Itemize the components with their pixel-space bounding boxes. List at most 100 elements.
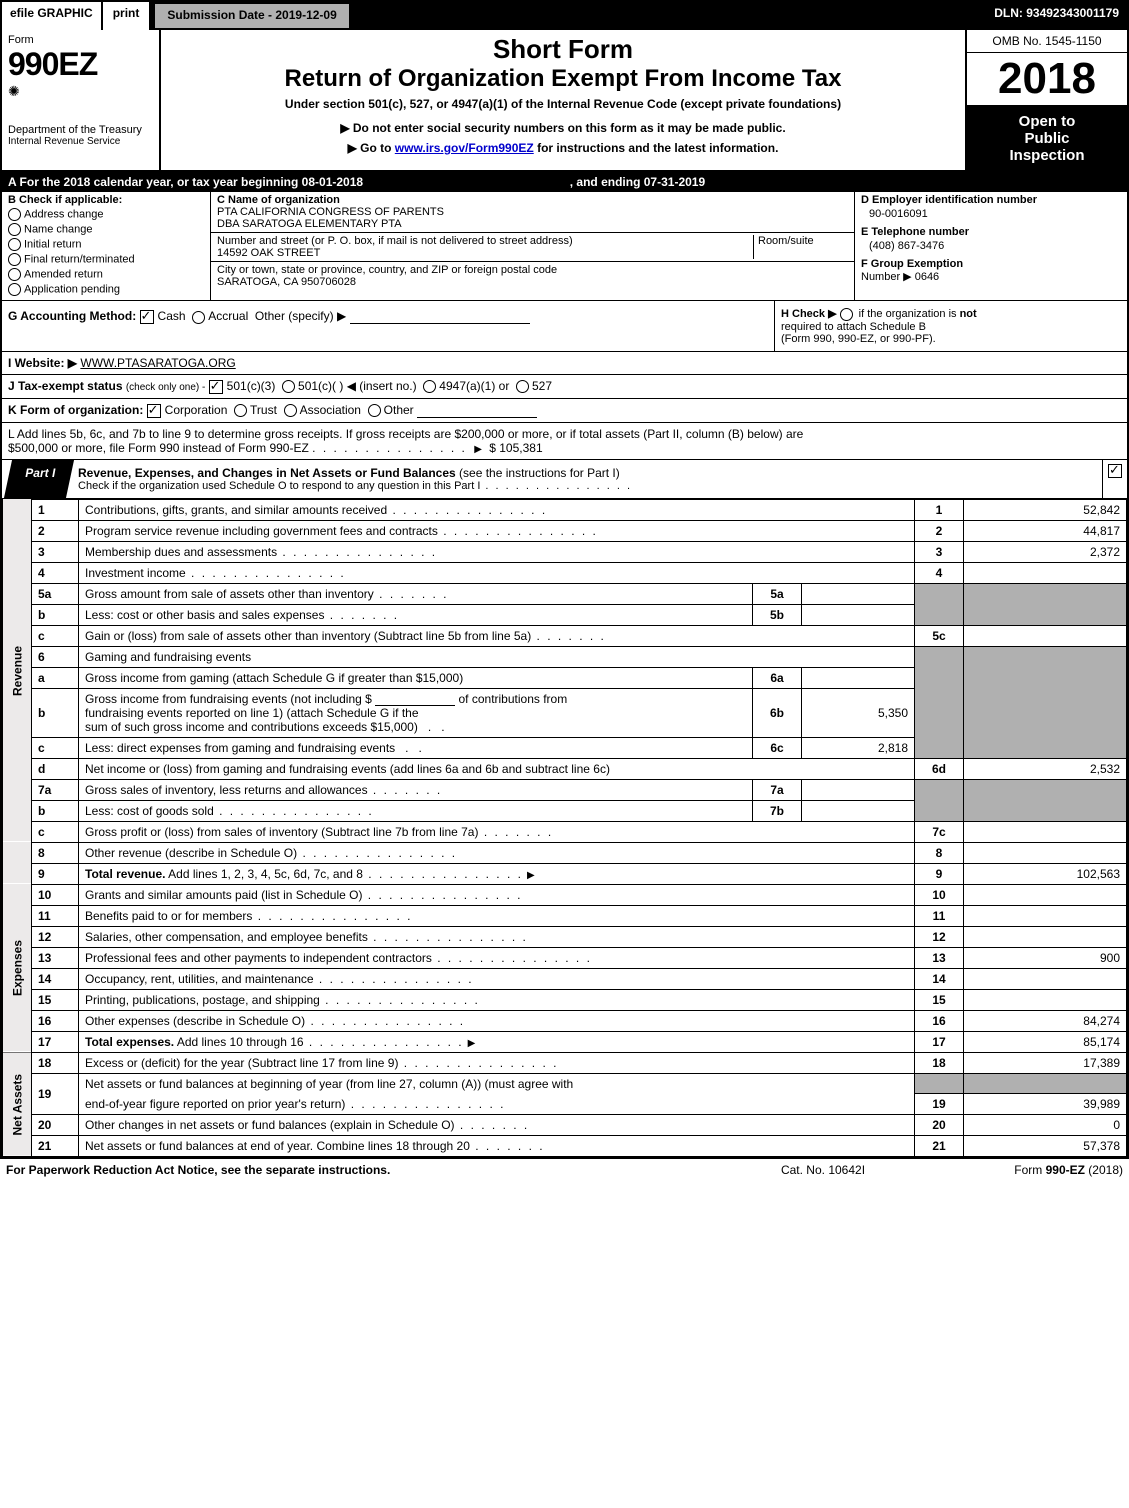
part1-note: (see the instructions for Part I) [459, 466, 620, 480]
header-left: Form 990EZ ✺ Department of the Treasury … [2, 30, 161, 170]
street-label: Number and street (or P. O. box, if mail… [217, 235, 573, 247]
dln-label: DLN: 93492343001179 [986, 2, 1127, 30]
l-text-2: $500,000 or more, file Form 990 instead … [8, 441, 309, 455]
form-number: 990EZ [8, 46, 153, 83]
footer-left: For Paperwork Reduction Act Notice, see … [6, 1163, 723, 1177]
line-amount: 44,817 [964, 520, 1127, 541]
line-desc: Net assets or fund balances at end of ye… [85, 1139, 470, 1153]
chk-name-change[interactable]: Name change [8, 223, 204, 236]
line-desc-bold: Total revenue. [85, 867, 165, 881]
line-desc-2: of contributions from [459, 692, 568, 706]
chk-h[interactable] [840, 308, 853, 321]
chk-final-return[interactable]: Final return/terminated [8, 253, 204, 266]
h-text-2: required to attach Schedule B [781, 321, 926, 333]
line-ref: 12 [915, 926, 964, 947]
j-opt1: 501(c)(3) [227, 379, 276, 393]
line-num: 2 [32, 520, 79, 541]
k-opt-0: Corporation [165, 403, 228, 417]
other-org-input[interactable] [417, 405, 537, 418]
part1-checkbox[interactable] [1102, 460, 1127, 498]
part-1-tab: Part I [4, 460, 74, 498]
line-desc: Other revenue (describe in Schedule O) [85, 846, 297, 860]
chk-label: Initial return [24, 239, 81, 251]
i-label: I Website: ▶ [8, 356, 77, 370]
other-label: Other (specify) ▶ [255, 309, 346, 323]
mini-value [802, 604, 915, 625]
chk-amended-return[interactable]: Amended return [8, 268, 204, 281]
chk-501c3[interactable] [209, 380, 223, 394]
efile-label: efile GRAPHIC [2, 2, 101, 30]
row-h: H Check ▶ if the organization is not req… [774, 301, 1127, 351]
shade-cell [915, 1073, 964, 1094]
line-num: c [32, 625, 79, 646]
line-amount: 85,174 [964, 1031, 1127, 1052]
chk-accrual[interactable] [192, 311, 205, 324]
line-ref: 14 [915, 968, 964, 989]
line-ref: 17 [915, 1031, 964, 1052]
chk-corporation[interactable] [147, 404, 161, 418]
line-desc: Gross sales of inventory, less returns a… [85, 783, 368, 797]
h-text-1: if the organization is [859, 308, 960, 320]
chk-other-org[interactable] [368, 404, 381, 417]
line-amount: 2,532 [964, 758, 1127, 779]
section-b-header: B Check if applicable: [8, 194, 204, 206]
line-desc: Program service revenue including govern… [85, 524, 438, 538]
print-button[interactable]: print [101, 2, 150, 30]
chk-application-pending[interactable]: Application pending [8, 283, 204, 296]
line-amount [964, 905, 1127, 926]
line-desc: Add lines 1, 2, 3, 4, 5c, 6d, 7c, and 8 [168, 867, 363, 881]
row-a: A For the 2018 calendar year, or tax yea… [2, 172, 1127, 192]
line-num: 11 [32, 905, 79, 926]
h-not: not [960, 308, 977, 320]
chk-trust[interactable] [234, 404, 247, 417]
accrual-label: Accrual [208, 309, 248, 323]
other-specify-input[interactable] [350, 311, 530, 324]
submission-date: Submission Date - 2019-12-09 [153, 2, 350, 30]
form-title-1: Short Form [169, 34, 957, 65]
irs-link[interactable]: www.irs.gov/Form990EZ [395, 141, 534, 155]
chk-4947[interactable] [423, 380, 436, 393]
line-desc: Other expenses (describe in Schedule O) [85, 1014, 305, 1028]
line-ref: 13 [915, 947, 964, 968]
part1-check-text: Check if the organization used Schedule … [78, 480, 480, 492]
line-ref: 15 [915, 989, 964, 1010]
chk-association[interactable] [284, 404, 297, 417]
header-right: OMB No. 1545-1150 2018 Open to Public In… [967, 30, 1127, 170]
side-netassets: Net Assets [3, 1052, 32, 1157]
line-num: 3 [32, 541, 79, 562]
h-text-3: (Form 990, 990-EZ, or 990-PF). [781, 333, 936, 345]
line-num: 8 [32, 842, 79, 863]
chk-527[interactable] [516, 380, 529, 393]
chk-label: Name change [24, 224, 93, 236]
chk-initial-return[interactable]: Initial return [8, 238, 204, 251]
line-ref: 3 [915, 541, 964, 562]
chk-address-change[interactable]: Address change [8, 208, 204, 221]
line-desc: Gross amount from sale of assets other t… [85, 587, 374, 601]
h-label: H Check ▶ [781, 308, 837, 320]
line-desc: Grants and similar amounts paid (list in… [85, 888, 362, 902]
line-desc: Less: cost of goods sold [85, 804, 214, 818]
website-link[interactable]: WWW.PTASARATOGA.ORG [80, 356, 235, 370]
top-bar: efile GRAPHIC print Submission Date - 20… [2, 2, 1127, 30]
row-i: I Website: ▶ WWW.PTASARATOGA.ORG [2, 352, 1127, 375]
group-exemption-value: 0646 [915, 271, 939, 283]
open-to-public: Open to Public Inspection [967, 107, 1127, 170]
chk-501c[interactable] [282, 380, 295, 393]
contrib-input[interactable] [375, 693, 455, 706]
line-amount: 39,989 [964, 1094, 1127, 1115]
line-amount [964, 926, 1127, 947]
k-opt-3: Other [384, 403, 414, 417]
line-amount [964, 989, 1127, 1010]
line-ref: 8 [915, 842, 964, 863]
subtitle-1: Under section 501(c), 527, or 4947(a)(1)… [169, 97, 957, 111]
row-a-end: 07-31-2019 [644, 175, 705, 189]
line-desc: Add lines 10 through 16 [177, 1035, 304, 1049]
line-amount: 102,563 [964, 863, 1127, 884]
line-num: 17 [32, 1031, 79, 1052]
chk-label: Amended return [24, 269, 103, 281]
shade-cell [964, 646, 1127, 758]
chk-label: Final return/terminated [24, 254, 135, 266]
line-num: 18 [32, 1052, 79, 1073]
chk-cash[interactable] [140, 310, 154, 324]
shade-cell [964, 1073, 1127, 1094]
